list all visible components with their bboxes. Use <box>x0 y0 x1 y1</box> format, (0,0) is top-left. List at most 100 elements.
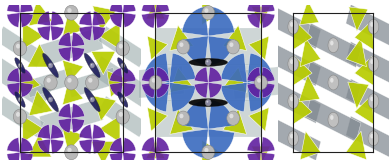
Polygon shape <box>79 139 92 154</box>
Polygon shape <box>346 116 391 161</box>
Polygon shape <box>251 146 271 165</box>
Polygon shape <box>208 82 222 98</box>
Polygon shape <box>156 152 169 165</box>
Polygon shape <box>194 82 208 98</box>
Ellipse shape <box>43 87 59 112</box>
Circle shape <box>255 75 267 90</box>
Polygon shape <box>29 0 52 26</box>
Circle shape <box>370 59 374 64</box>
Polygon shape <box>156 137 169 152</box>
Circle shape <box>204 148 208 152</box>
Polygon shape <box>293 95 312 124</box>
Circle shape <box>65 145 78 160</box>
Polygon shape <box>20 13 33 27</box>
Polygon shape <box>0 96 44 137</box>
Circle shape <box>330 78 334 83</box>
Polygon shape <box>306 98 361 142</box>
Circle shape <box>88 78 92 83</box>
Polygon shape <box>123 82 136 97</box>
Polygon shape <box>208 67 222 82</box>
Circle shape <box>206 60 208 62</box>
Circle shape <box>13 109 27 124</box>
Polygon shape <box>202 1 221 25</box>
Circle shape <box>86 75 99 90</box>
Circle shape <box>227 40 240 54</box>
Circle shape <box>290 134 293 138</box>
Circle shape <box>288 94 299 109</box>
Circle shape <box>368 56 379 71</box>
Circle shape <box>119 112 123 117</box>
Circle shape <box>257 78 261 83</box>
Polygon shape <box>208 7 234 36</box>
Circle shape <box>288 19 299 34</box>
Polygon shape <box>109 82 123 97</box>
Circle shape <box>179 114 183 118</box>
Polygon shape <box>79 124 92 139</box>
Circle shape <box>205 59 211 66</box>
Circle shape <box>370 97 374 101</box>
Polygon shape <box>142 82 156 98</box>
Polygon shape <box>143 53 169 82</box>
Circle shape <box>116 41 129 56</box>
Polygon shape <box>0 26 44 67</box>
Polygon shape <box>91 141 115 165</box>
Polygon shape <box>50 26 64 41</box>
Polygon shape <box>300 38 321 67</box>
Polygon shape <box>79 11 92 26</box>
Polygon shape <box>247 152 261 165</box>
Polygon shape <box>169 82 196 112</box>
Polygon shape <box>146 140 165 159</box>
Polygon shape <box>156 64 261 101</box>
Polygon shape <box>346 4 391 49</box>
Polygon shape <box>346 131 366 160</box>
Circle shape <box>91 64 92 66</box>
Ellipse shape <box>117 92 128 107</box>
Polygon shape <box>0 56 51 109</box>
Circle shape <box>368 94 379 109</box>
Circle shape <box>19 98 20 100</box>
Ellipse shape <box>189 58 228 66</box>
Circle shape <box>290 97 293 101</box>
Polygon shape <box>7 13 20 27</box>
Polygon shape <box>221 53 247 82</box>
Polygon shape <box>20 152 33 165</box>
Polygon shape <box>50 139 64 154</box>
Circle shape <box>227 111 240 125</box>
Polygon shape <box>261 67 275 82</box>
Polygon shape <box>156 67 169 82</box>
Circle shape <box>204 8 208 13</box>
Polygon shape <box>142 137 156 152</box>
Circle shape <box>330 115 334 120</box>
Polygon shape <box>109 0 123 13</box>
Circle shape <box>328 112 339 127</box>
Polygon shape <box>92 139 105 154</box>
Polygon shape <box>182 7 208 36</box>
Circle shape <box>49 98 50 100</box>
Polygon shape <box>182 129 208 158</box>
Polygon shape <box>251 6 271 25</box>
Circle shape <box>122 98 123 100</box>
Circle shape <box>65 5 78 20</box>
Polygon shape <box>7 0 20 13</box>
Polygon shape <box>7 152 20 165</box>
Polygon shape <box>223 67 247 92</box>
Polygon shape <box>127 66 184 99</box>
Circle shape <box>152 78 156 83</box>
Polygon shape <box>99 116 120 142</box>
Circle shape <box>19 64 20 66</box>
Polygon shape <box>29 90 52 116</box>
Polygon shape <box>99 23 120 49</box>
Polygon shape <box>169 53 196 82</box>
Circle shape <box>230 114 233 118</box>
Polygon shape <box>261 0 275 13</box>
Polygon shape <box>123 13 136 27</box>
Polygon shape <box>99 26 147 67</box>
Polygon shape <box>261 13 275 28</box>
Polygon shape <box>299 75 320 102</box>
Polygon shape <box>208 129 234 158</box>
Polygon shape <box>300 131 321 160</box>
Polygon shape <box>247 53 273 82</box>
Polygon shape <box>63 60 83 84</box>
Polygon shape <box>7 138 20 152</box>
Circle shape <box>16 112 20 117</box>
